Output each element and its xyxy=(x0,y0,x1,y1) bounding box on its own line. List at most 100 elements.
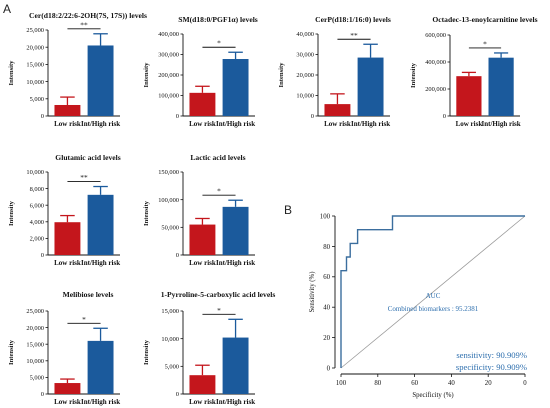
chart-title: Cer(d18:2/22:6-2OH(7S, 17S)) levels xyxy=(29,11,147,20)
significance-marker: * xyxy=(217,39,221,48)
y-tick-label: 150,000 xyxy=(158,169,179,176)
category-label: Low risk xyxy=(54,120,81,128)
y-tick-label: 25,000 xyxy=(26,308,44,315)
y-tick-label: 2,000 xyxy=(30,236,44,243)
category-label: Low risk xyxy=(54,259,81,267)
roc-y-axis-label: Sensitivity (%) xyxy=(309,272,316,313)
y-tick-label: 0 xyxy=(443,113,446,120)
y-tick-label: 15,000 xyxy=(26,341,44,348)
panel-a-label: A xyxy=(3,2,11,16)
y-tick-label: 0 xyxy=(311,113,314,120)
category-label: Int/High risk xyxy=(351,120,390,128)
bar-low-risk xyxy=(189,92,216,116)
y-axis-label: Intensity xyxy=(278,62,285,88)
category-label: Int/High risk xyxy=(81,398,120,406)
bar-int-high-risk xyxy=(357,57,384,116)
bar-int-high-risk xyxy=(222,59,249,116)
chart-title: Lactic acid levels xyxy=(190,153,245,162)
y-tick-label: 5,000 xyxy=(165,364,179,371)
category-label: Int/High risk xyxy=(81,120,120,128)
category-label: Int/High risk xyxy=(482,120,521,128)
bar-low-risk xyxy=(189,375,216,394)
y-axis-label: Intensity xyxy=(143,200,150,226)
bar-low-risk xyxy=(324,104,351,116)
y-tick-label: 0 xyxy=(176,252,179,259)
y-tick-label: 300,000 xyxy=(158,52,179,59)
y-tick-label: 20,000 xyxy=(26,44,44,51)
y-tick-label: 0 xyxy=(176,391,179,398)
bar-low-risk xyxy=(54,104,81,116)
roc-y-tick-label: 40 xyxy=(323,305,330,312)
y-tick-label: 600,000 xyxy=(425,32,446,39)
significance-marker: ** xyxy=(80,173,88,182)
chart-title: 1-Pyrroline-5-carboxylic acid levels xyxy=(161,290,276,299)
bar-charts: Cer(d18:2/22:6-2OH(7S, 17S)) levels 0 5,00… xyxy=(8,11,538,406)
y-tick-label: 10,000 xyxy=(161,336,179,343)
bar-low-risk xyxy=(456,76,482,116)
bar-int-high-risk xyxy=(87,194,114,255)
roc-x-axis-label: Specificity (%) xyxy=(412,392,453,399)
bar-chart-panel: Lactic acid levels 0 50,000 100,000 150,000 I… xyxy=(143,153,255,267)
y-axis-label: Intensity xyxy=(143,62,150,88)
bar-low-risk xyxy=(54,222,81,255)
chart-title: Melibiose levels xyxy=(63,290,114,299)
y-tick-label: 15,000 xyxy=(26,62,44,69)
y-tick-label: 20,000 xyxy=(26,325,44,332)
y-tick-label: 50,000 xyxy=(161,225,179,232)
roc-x-tick-label: 60 xyxy=(411,380,418,387)
y-tick-label: 8,000 xyxy=(30,186,44,193)
y-axis-label: Intensity xyxy=(8,60,15,86)
significance-marker: ** xyxy=(350,31,358,40)
bar-int-high-risk xyxy=(222,206,249,255)
bar-chart-panel: Cer(d18:2/22:6-2OH(7S, 17S)) levels 0 5,00… xyxy=(8,11,147,128)
y-tick-label: 5,000 xyxy=(30,375,44,382)
bar-chart-panel: CerP(d18:1/16:0) levels 0 10,000 20,000 30,0… xyxy=(278,15,391,128)
y-tick-label: 200,000 xyxy=(425,86,446,93)
significance-marker: * xyxy=(483,39,487,48)
category-label: Low risk xyxy=(189,120,216,128)
y-tick-label: 100,000 xyxy=(158,93,179,100)
roc-x-tick-label: 20 xyxy=(485,380,492,387)
roc-y-tick-label: 80 xyxy=(323,244,330,251)
auc-value-text: Combined biomarkers : 95.2381 xyxy=(388,305,479,313)
y-tick-label: 20,000 xyxy=(296,72,314,79)
y-tick-label: 30,000 xyxy=(296,52,314,59)
roc-x-tick-label: 80 xyxy=(374,380,381,387)
y-tick-label: 0 xyxy=(41,391,44,398)
y-tick-label: 4,000 xyxy=(30,219,44,226)
bar-int-high-risk xyxy=(222,337,249,394)
chart-title: Glutamic acid levels xyxy=(55,153,120,162)
category-label: Low risk xyxy=(189,398,216,406)
bar-chart-panel: Melibiose levels 0 5,000 10,000 15,000 20,000… xyxy=(8,290,120,406)
roc-x-tick-label: 40 xyxy=(448,380,455,387)
y-tick-label: 0 xyxy=(41,113,44,120)
y-tick-label: 5,000 xyxy=(30,96,44,103)
sensitivity-text: sensitivity: 90.909% xyxy=(456,350,527,360)
y-tick-label: 40,000 xyxy=(296,31,314,38)
roc-reference-line xyxy=(340,215,526,369)
y-tick-label: 100,000 xyxy=(158,197,179,204)
category-label: Low risk xyxy=(54,398,81,406)
y-axis-label: Intensity xyxy=(8,200,15,226)
y-tick-label: 10,000 xyxy=(26,169,44,176)
y-tick-label: 10,000 xyxy=(296,93,314,100)
panel-b-label: B xyxy=(284,203,292,217)
y-axis-label: Intensity xyxy=(143,339,150,365)
y-tick-label: 15,000 xyxy=(161,308,179,315)
category-label: Int/High risk xyxy=(216,398,255,406)
category-label: Low risk xyxy=(456,120,483,128)
category-label: Int/High risk xyxy=(216,120,255,128)
y-axis-label: Intensity xyxy=(410,62,417,88)
bar-low-risk xyxy=(54,383,81,394)
roc-curve xyxy=(340,215,525,368)
roc-y-tick-label: 20 xyxy=(323,335,330,342)
y-axis-label: Intensity xyxy=(8,339,15,365)
bar-int-high-risk xyxy=(488,57,514,116)
y-tick-label: 200,000 xyxy=(158,72,179,79)
significance-marker: ** xyxy=(80,20,88,29)
chart-title: Octadec-13-enoylcarnitine levels xyxy=(432,15,537,24)
y-tick-label: 0 xyxy=(41,252,44,259)
roc-y-tick-label: 60 xyxy=(323,274,330,281)
bar-chart-panel: Glutamic acid levels 0 2,000 4,000 6,000 8,00… xyxy=(8,153,121,267)
